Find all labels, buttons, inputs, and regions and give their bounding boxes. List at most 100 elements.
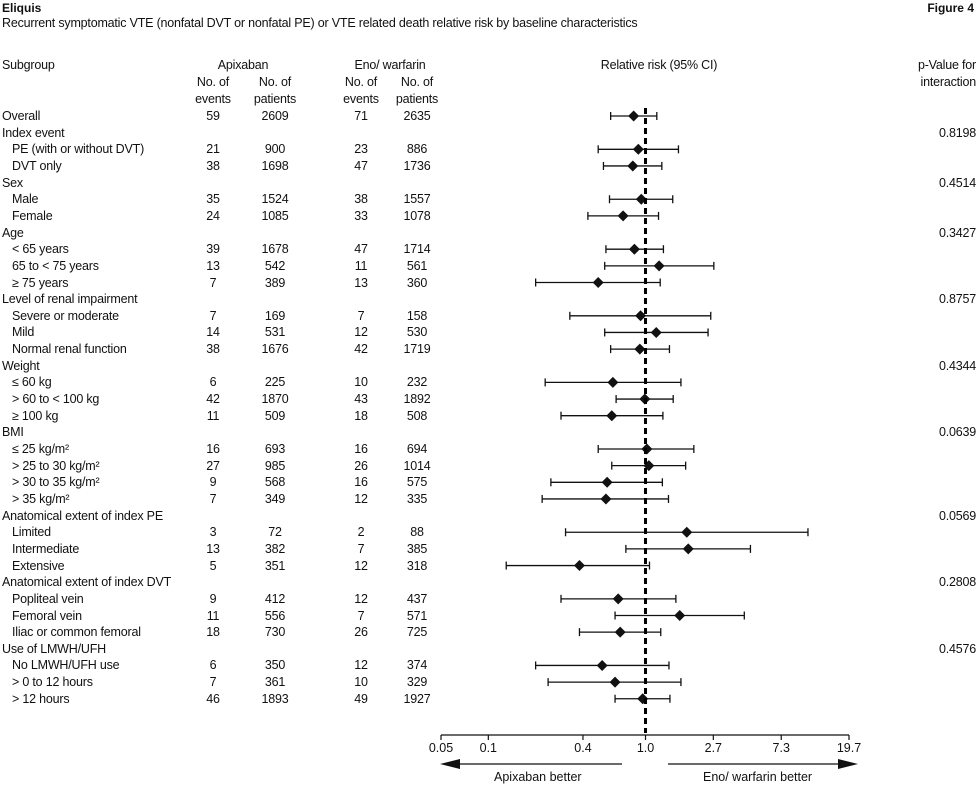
table-row: ≥ 100 kg 11 509 18 508 <box>0 408 978 424</box>
subgroup-label: No LMWH/UFH use <box>12 658 120 673</box>
point-estimate-marker <box>573 560 585 572</box>
subgroup-label: > 60 to < 100 kg <box>12 392 100 407</box>
cmp-patients-cell: 575 <box>406 475 428 490</box>
point-estimate-marker <box>607 376 619 388</box>
cmp-patients-cell: 158 <box>406 308 428 323</box>
subgroup-label: Femoral vein <box>12 608 82 623</box>
cmp-events-cell: 11 <box>354 258 368 273</box>
cmp-events-cell: 10 <box>354 375 368 390</box>
table-row: Femoral vein 11 556 7 571 <box>0 608 978 624</box>
point-estimate-marker <box>653 260 665 272</box>
table-row: ≤ 60 kg 6 225 10 232 <box>0 374 978 390</box>
point-estimate-marker <box>681 526 693 538</box>
cmp-patients-cell: 530 <box>406 325 428 340</box>
point-estimate-marker <box>635 310 647 322</box>
apx-events-cell: 6 <box>209 375 217 390</box>
cmp-patients-cell: 329 <box>406 675 428 690</box>
cmp-events-cell: 12 <box>354 558 368 573</box>
subgroup-header-row: Anatomical extent of index PE 0.0569 <box>0 508 978 524</box>
apx-patients-cell: 985 <box>264 458 286 473</box>
subgroup-label: Use of LMWH/UFH <box>2 641 106 656</box>
table-row: > 0 to 12 hours 7 361 10 329 <box>0 674 978 690</box>
cmp-patients-cell: 374 <box>406 658 428 673</box>
table-row: > 30 to 35 kg/m² 9 568 16 575 <box>0 474 978 490</box>
table-row: Normal renal function 38 1676 42 1719 <box>0 341 978 357</box>
subgroup-label: > 35 kg/m² <box>12 491 70 506</box>
subgroup-label: Age <box>2 225 24 240</box>
cmp-patients-cell: 1892 <box>403 392 431 407</box>
subgroup-label: Severe or moderate <box>12 308 119 323</box>
table-row: PE (with or without DVT) 21 900 23 886 <box>0 141 978 157</box>
apx-events-cell: 11 <box>206 608 220 623</box>
table-row: No LMWH/UFH use 6 350 12 374 <box>0 657 978 673</box>
apx-events-cell: 5 <box>209 558 217 573</box>
cmp-events-cell: 16 <box>354 442 368 456</box>
apx-patients-cell: 542 <box>264 258 286 273</box>
table-row: Mild 14 531 12 530 <box>0 324 978 340</box>
apx-events-cell: 21 <box>206 142 220 157</box>
pvalue-header-2: interaction <box>920 75 977 89</box>
table-row: Iliac or common femoral 18 730 26 725 <box>0 624 978 640</box>
subgroup-header-row: Anatomical extent of index DVT 0.2808 <box>0 574 978 590</box>
chart-subtitle: Recurrent symptomatic VTE (nonfatal DVT … <box>2 16 638 30</box>
table-row: Extensive 5 351 12 318 <box>0 558 978 574</box>
cmp-events-cell: 43 <box>354 392 368 407</box>
apx-events-cell: 59 <box>206 109 220 123</box>
x-tick-label: 19.7 <box>837 741 861 755</box>
cmp-events-cell: 33 <box>354 208 368 223</box>
subgroup-label: ≤ 60 kg <box>12 375 52 390</box>
subgroup-column-header: Subgroup <box>2 58 55 72</box>
comparator-better-label: Eno/ warfarin better <box>703 770 813 784</box>
apx-events-cell: 3 <box>209 525 217 540</box>
pvalue-cell: 0.8198 <box>938 125 976 140</box>
table-row: Male 35 1524 38 1557 <box>0 191 978 207</box>
document-title: Eliquis <box>2 1 42 15</box>
left-arrow-head <box>440 759 460 769</box>
subgroup-label: Iliac or common femoral <box>12 625 141 640</box>
subgroup-label: > 30 to 35 kg/m² <box>12 475 100 490</box>
apx-events-cell: 6 <box>209 658 217 673</box>
cmp-patients-cell: 1719 <box>403 342 431 357</box>
apx-patients-cell: 382 <box>264 541 286 556</box>
apx-patients-header-1: No. of <box>258 75 292 89</box>
apx-patients-cell: 1676 <box>261 342 289 357</box>
point-estimate-marker <box>592 277 604 288</box>
point-estimate-marker <box>601 476 613 488</box>
subgroup-label: Level of renal impairment <box>2 292 138 307</box>
cmp-events-cell: 7 <box>357 308 365 323</box>
cmp-events-cell: 23 <box>354 142 368 157</box>
subgroup-label: Extensive <box>12 558 65 573</box>
apx-patients-cell: 412 <box>264 591 286 606</box>
cmp-events-cell: 26 <box>354 458 368 473</box>
apx-patients-cell: 556 <box>264 608 286 623</box>
cmp-patients-cell: 2635 <box>403 109 431 123</box>
subgroup-label: ≤ 25 kg/m² <box>12 442 69 456</box>
x-tick-label: 2.7 <box>705 741 722 755</box>
point-estimate-marker <box>596 659 608 671</box>
apx-patients-cell: 1870 <box>261 392 289 407</box>
apx-events-cell: 7 <box>209 275 217 290</box>
table-row: Severe or moderate 7 169 7 158 <box>0 308 978 324</box>
apx-events-cell: 39 <box>206 242 220 257</box>
cmp-events-cell: 16 <box>354 475 368 490</box>
subgroup-header-row: Level of renal impairment 0.8757 <box>0 291 978 307</box>
comparator-column-header: Eno/ warfarin <box>354 58 426 72</box>
apx-events-cell: 11 <box>206 408 220 423</box>
table-row: Overall 59 2609 71 2635 <box>0 108 978 124</box>
cmp-patients-cell: 335 <box>406 491 428 506</box>
point-estimate-marker <box>628 110 640 122</box>
x-tick-label: 0.4 <box>574 741 591 755</box>
apx-patients-cell: 351 <box>264 558 286 573</box>
cmp-events-cell: 47 <box>354 242 368 257</box>
point-estimate-marker <box>612 593 624 605</box>
apx-patients-cell: 361 <box>264 675 286 690</box>
apx-events-cell: 9 <box>209 475 217 490</box>
subgroup-label: Index event <box>2 125 65 140</box>
subgroup-label: > 12 hours <box>12 691 70 706</box>
subgroup-label: Anatomical extent of index PE <box>2 508 163 523</box>
apx-events-cell: 42 <box>206 392 220 407</box>
table-row: < 65 years 39 1678 47 1714 <box>0 241 978 257</box>
table-row: > 12 hours 46 1893 49 1927 <box>0 691 978 707</box>
figure-label: Figure 4 <box>927 1 974 15</box>
